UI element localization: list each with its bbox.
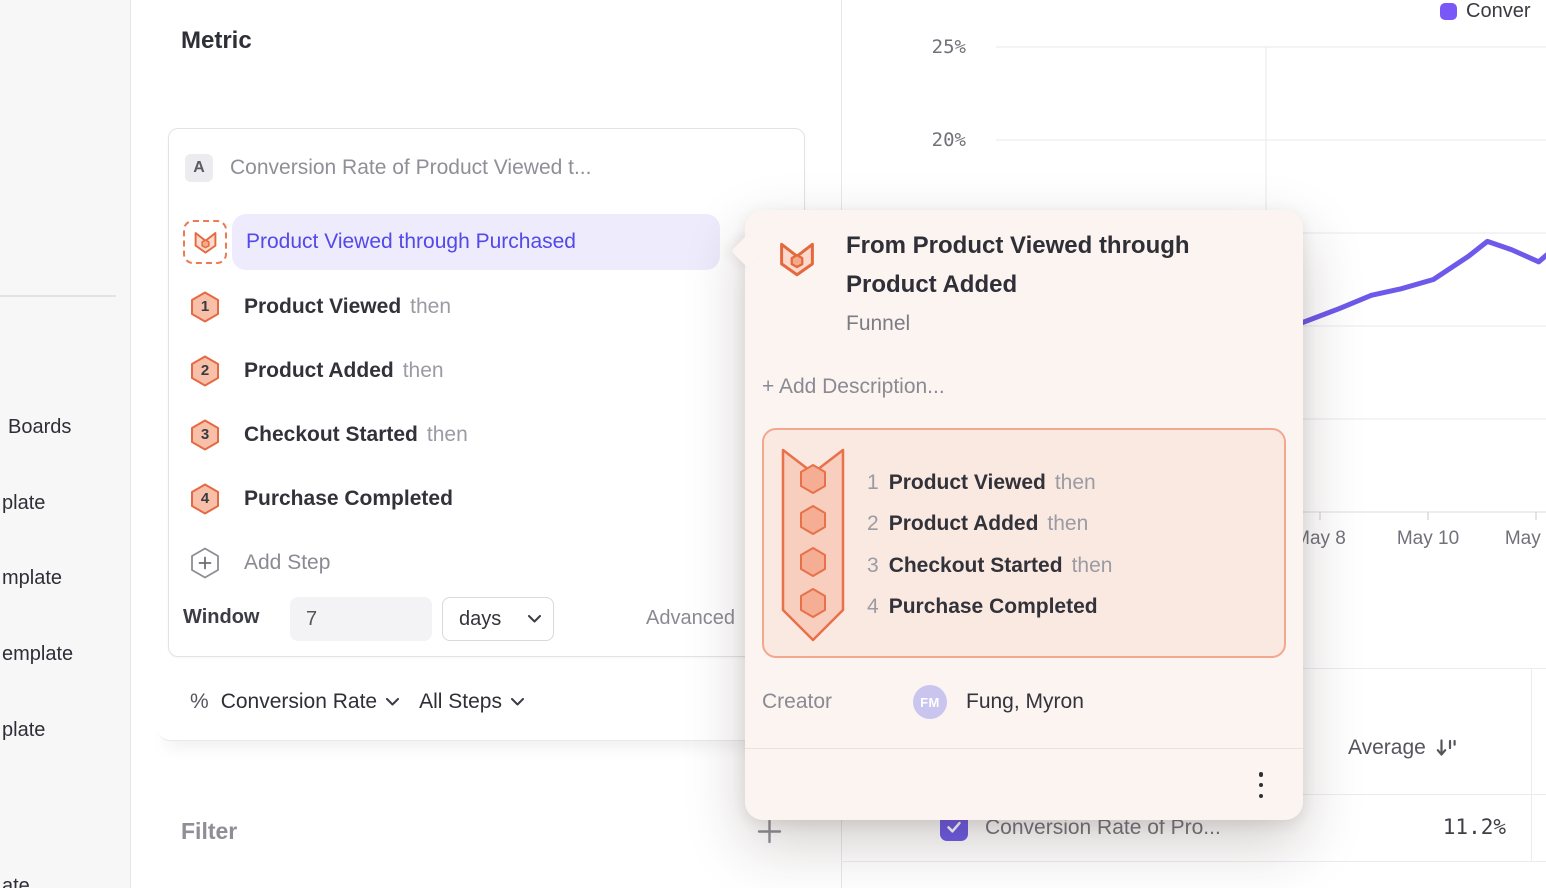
- step-3-connector: then: [426, 423, 468, 446]
- table-row-average-value: 11.2%: [1442, 815, 1506, 839]
- popover-step-2: 2 Product Added then: [867, 512, 1089, 535]
- advanced-link[interactable]: Advanced: [646, 607, 735, 629]
- x-axis-tick-label: May 8: [1294, 528, 1346, 549]
- step-2-connector: then: [402, 359, 444, 382]
- window-unit-select[interactable]: days: [442, 597, 554, 641]
- percent-symbol: %: [190, 690, 209, 713]
- step-3-hexagon-icon: 3: [190, 419, 220, 451]
- metric-section-bottom-edge: [158, 714, 830, 741]
- measure-footer: % Conversion Rate All Steps: [190, 687, 524, 717]
- left-sidebar: Boards plate mplate emplate plate ate: [0, 0, 131, 888]
- window-value-input[interactable]: 7: [290, 597, 432, 641]
- add-description-button[interactable]: + Add Description...: [762, 375, 945, 398]
- metric-series-title[interactable]: Conversion Rate of Product Viewed t...: [230, 156, 592, 179]
- step-1-connector: then: [410, 295, 452, 318]
- steps-scope-dropdown[interactable]: All Steps: [419, 690, 524, 714]
- funnel-details-popover: From Product Viewed through Product Adde…: [731, 210, 1303, 820]
- table-row-divider: [843, 861, 1546, 862]
- funnel-summary-card: 1 Product Viewed then 2 Product Added then 3…: [762, 428, 1286, 658]
- sidebar-item-template-3[interactable]: emplate: [2, 643, 74, 665]
- y-axis-tick-label: 25%: [931, 36, 966, 58]
- x-axis-tick-label: May 12: [1504, 528, 1546, 549]
- window-label: Window: [183, 606, 260, 628]
- step-3-name[interactable]: Checkout Started: [244, 423, 418, 446]
- sidebar-item-template-2[interactable]: mplate: [2, 567, 63, 589]
- step-row-3[interactable]: Checkout Started then: [244, 419, 468, 451]
- plus-icon: [757, 819, 782, 844]
- sidebar-divider: [0, 295, 116, 297]
- creator-avatar: FM: [913, 685, 947, 719]
- popover-step-4: 4 Purchase Completed: [867, 595, 1098, 618]
- funnel-banner-icon: [781, 448, 845, 642]
- step-2-name[interactable]: Product Added: [244, 359, 394, 382]
- table-column-divider: [1531, 668, 1532, 861]
- series-a-badge[interactable]: A: [185, 154, 213, 182]
- window-unit-value: days: [459, 607, 502, 630]
- sort-descending-icon: [1436, 738, 1458, 758]
- legend-label[interactable]: Conver: [1466, 0, 1531, 22]
- filter-section-heading: Filter: [181, 818, 238, 844]
- checkmark-icon: [947, 821, 961, 833]
- measure-dropdown[interactable]: Conversion Rate: [221, 690, 400, 714]
- sidebar-item-template-1[interactable]: plate: [2, 492, 46, 514]
- x-axis-tick-label: May 10: [1396, 528, 1460, 549]
- y-axis-tick-label: 20%: [931, 129, 966, 151]
- metric-section-heading: Metric: [181, 27, 252, 54]
- chevron-down-icon: [386, 698, 400, 706]
- more-options-kebab-icon[interactable]: [1249, 770, 1273, 800]
- step-1-name[interactable]: Product Viewed: [244, 295, 402, 318]
- chevron-down-icon: [510, 698, 524, 706]
- step-4-hexagon-icon: 4: [190, 483, 220, 515]
- add-filter-button[interactable]: [756, 818, 783, 850]
- step-1-hexagon-icon: 1: [190, 291, 220, 323]
- average-header-label: Average: [1348, 736, 1426, 759]
- step-2-hexagon-icon: 2: [190, 355, 220, 387]
- funnel-badge-icon[interactable]: [183, 220, 227, 264]
- add-step-button[interactable]: Add Step: [244, 551, 331, 574]
- sidebar-item-template-5[interactable]: ate: [2, 875, 30, 888]
- selected-funnel-label[interactable]: Product Viewed through Purchased: [246, 230, 576, 253]
- step-row-1[interactable]: Product Viewed then: [244, 291, 451, 323]
- creator-name: Fung, Myron: [966, 690, 1084, 713]
- popover-title: From Product Viewed through Product Adde…: [846, 232, 1190, 298]
- funnel-type-icon: [776, 238, 818, 285]
- table-row-series-name[interactable]: Conversion Rate of Pro...: [985, 816, 1221, 839]
- popover-step-1: 1 Product Viewed then: [867, 471, 1096, 494]
- step-4-name[interactable]: Purchase Completed: [244, 487, 453, 510]
- add-step-hexagon-icon[interactable]: [190, 547, 220, 579]
- selected-funnel-pill[interactable]: [232, 214, 720, 270]
- sidebar-item-boards[interactable]: Boards: [8, 416, 72, 438]
- step-row-2[interactable]: Product Added then: [244, 355, 444, 387]
- average-column-header[interactable]: Average: [1348, 733, 1458, 763]
- legend-swatch[interactable]: [1440, 3, 1457, 20]
- popover-type-label: Funnel: [846, 312, 911, 335]
- popover-step-3: 3 Checkout Started then: [867, 554, 1113, 577]
- sidebar-item-template-4[interactable]: plate: [2, 719, 46, 741]
- step-row-4[interactable]: Purchase Completed: [244, 483, 462, 515]
- popover-footer-divider: [745, 748, 1303, 749]
- chevron-down-icon: [528, 615, 541, 623]
- creator-label: Creator: [762, 690, 833, 713]
